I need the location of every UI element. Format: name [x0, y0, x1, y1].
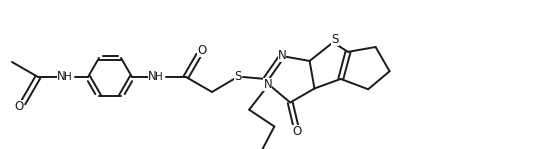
Text: O: O	[197, 44, 206, 57]
Text: S: S	[234, 70, 242, 83]
Text: N: N	[264, 78, 272, 91]
Text: N: N	[278, 49, 287, 62]
Text: H: H	[64, 72, 72, 82]
Text: O: O	[292, 125, 301, 138]
Text: H: H	[155, 72, 163, 82]
Text: S: S	[331, 33, 339, 46]
Text: N: N	[148, 70, 156, 83]
Text: N: N	[57, 70, 66, 83]
Text: O: O	[14, 100, 24, 114]
